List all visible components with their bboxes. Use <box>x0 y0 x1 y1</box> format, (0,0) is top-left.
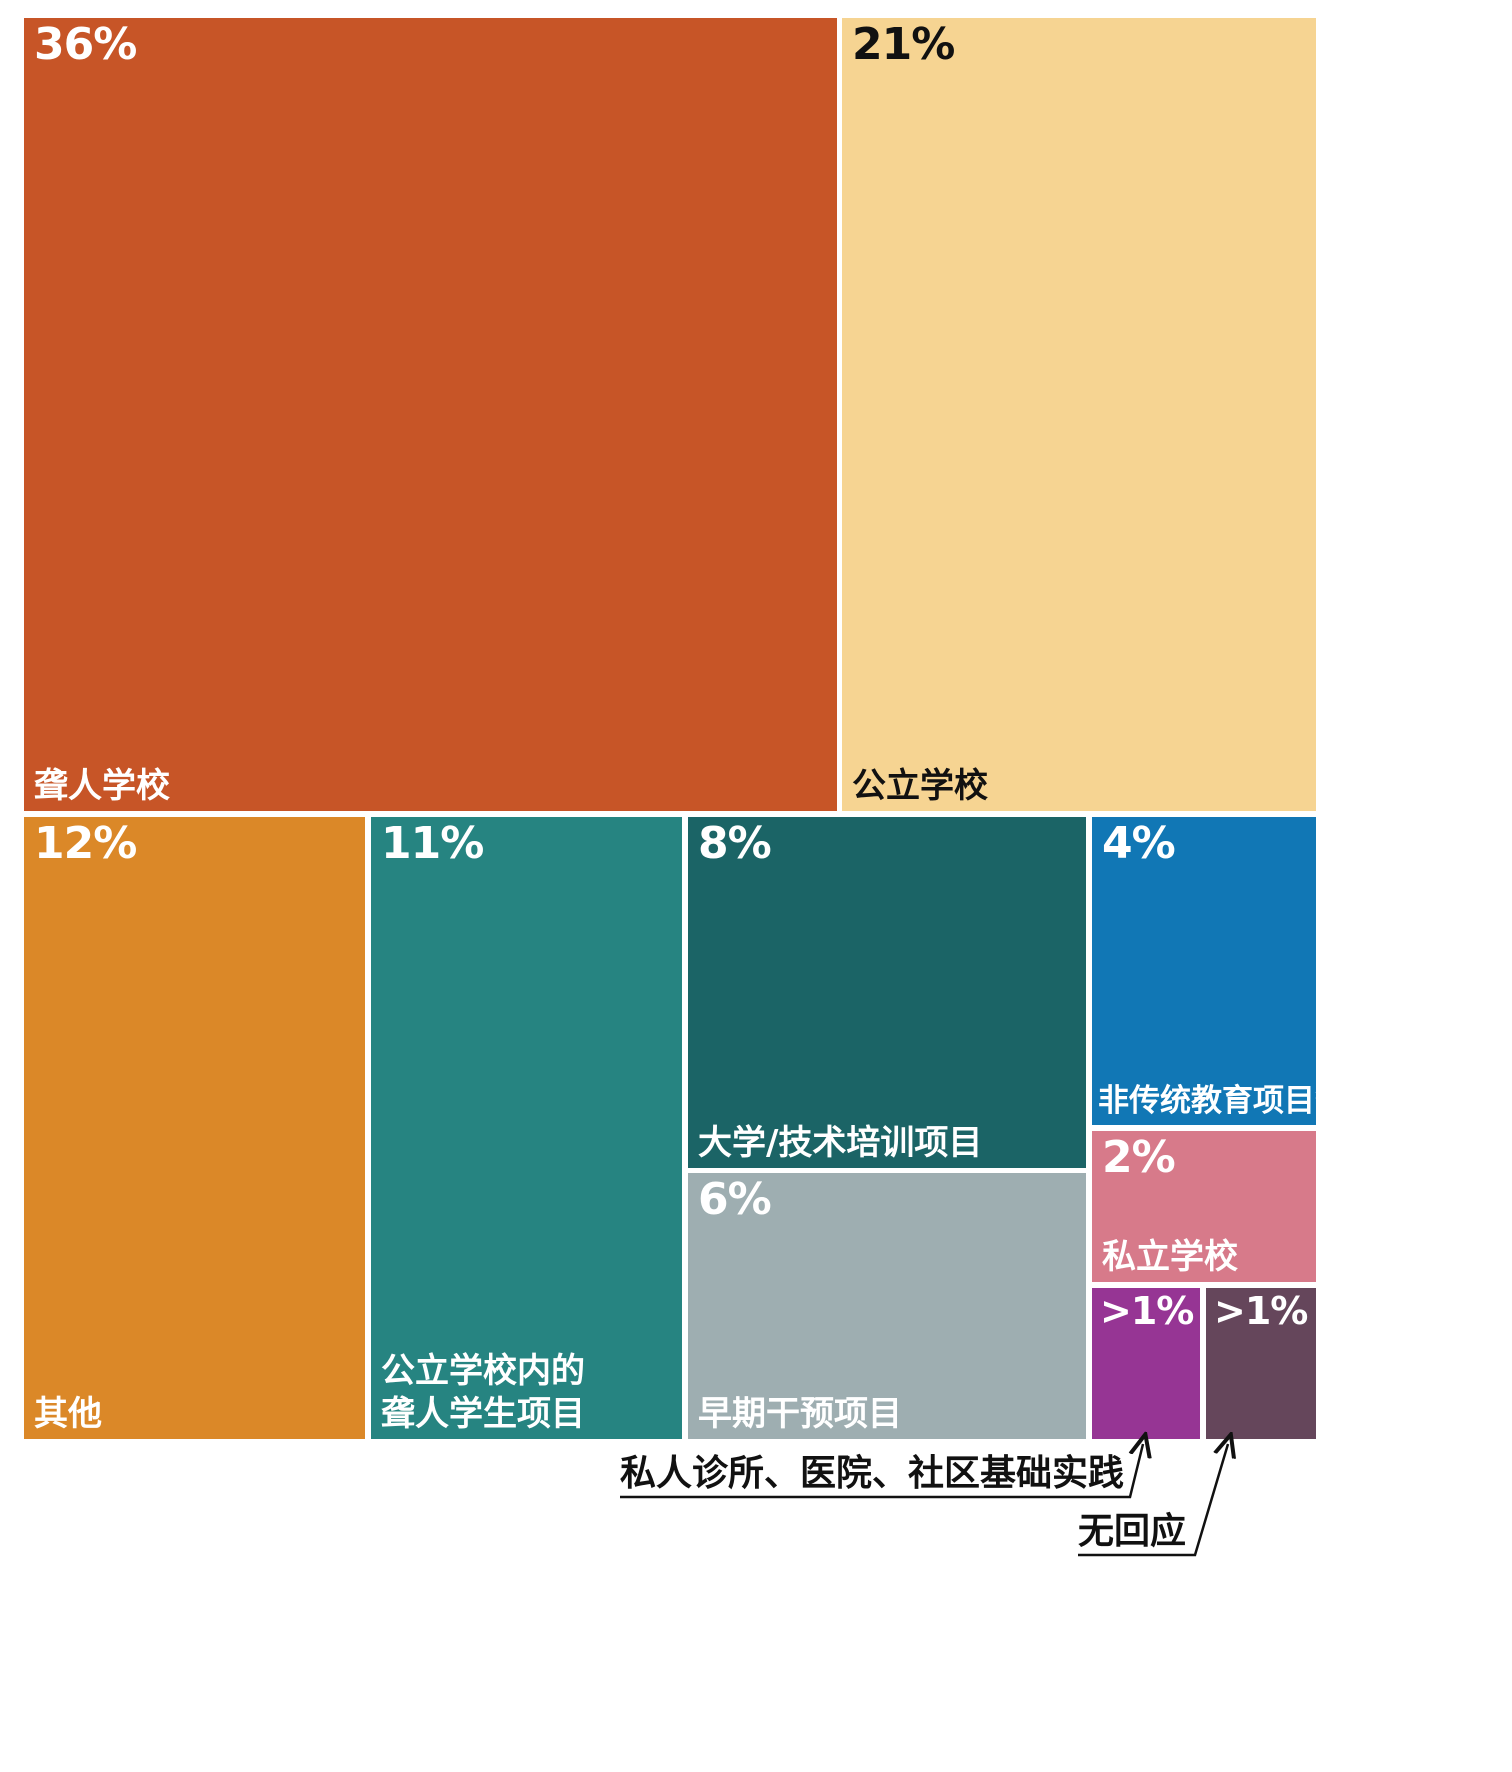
tile-clinics: >1% <box>1092 1288 1200 1439</box>
tile-category-label: 公立学校 <box>852 765 988 808</box>
tile-category-label-line: 聋人学生项目 <box>381 1393 585 1434</box>
tile-other: 12% 其他 <box>24 817 365 1439</box>
tile-value-label: 8% <box>698 818 772 869</box>
tile-value-label: 6% <box>698 1174 772 1225</box>
tile-category-label-line: 非传统教育项目* <box>1098 1083 1332 1120</box>
tile-category-label: 非传统教育项目* <box>1098 1082 1331 1121</box>
tile-category-label-line: 公立学校内的 <box>381 1351 585 1391</box>
callout-label-no-response: 无回应 <box>1078 1511 1187 1552</box>
tile-value-label: 21% <box>852 19 955 70</box>
tile-value-label: 36% <box>34 19 137 70</box>
tile-early-intervention: 6% 早期干预项目 <box>688 1173 1086 1439</box>
tile-category-label: 早期干预项目 <box>698 1393 902 1436</box>
tile-category-label-line: 早期干预项目 <box>698 1393 902 1434</box>
tile-category-label-line: 其他 <box>34 1393 102 1434</box>
tile-deaf-school: 36% 聋人学校 <box>24 18 837 811</box>
tile-value-label: 11% <box>381 818 484 869</box>
tile-category-label: 私立学校 <box>1102 1236 1238 1279</box>
tile-no-response: >1% <box>1206 1288 1316 1439</box>
tile-value-label: 12% <box>34 818 137 869</box>
tile-nontraditional: 4% 非传统教育项目* <box>1092 817 1331 1125</box>
tile-category-label: 公立学校内的 聋人学生项目 <box>381 1350 585 1435</box>
tile-value-label: >1% <box>1100 1289 1194 1333</box>
tile-value-label: 2% <box>1102 1132 1176 1183</box>
tile-college-training: 8% 大学/技术培训项目 <box>688 817 1086 1168</box>
tile-private-school: 2% 私立学校 <box>1092 1131 1316 1282</box>
tile-public-school: 21% 公立学校 <box>842 18 1316 811</box>
tile-category-label: 其他 <box>34 1393 102 1436</box>
callout-label-clinics: 私人诊所、医院、社区基础实践 <box>620 1453 1125 1494</box>
tile-value-label: >1% <box>1214 1289 1308 1333</box>
tile-category-label-line: 公立学校 <box>852 765 988 806</box>
tile-category-label-line: 私立学校 <box>1102 1236 1238 1277</box>
tile-category-label: 聋人学校 <box>34 765 170 808</box>
tile-category-label-line: 大学/技术培训项目 <box>698 1122 983 1163</box>
tile-public-deaf-program: 11% 公立学校内的 聋人学生项目 <box>371 817 682 1439</box>
tile-category-label-line: 聋人学校 <box>34 765 170 806</box>
tile-value-label: 4% <box>1102 818 1176 869</box>
tile-category-label: 大学/技术培训项目 <box>698 1122 982 1165</box>
